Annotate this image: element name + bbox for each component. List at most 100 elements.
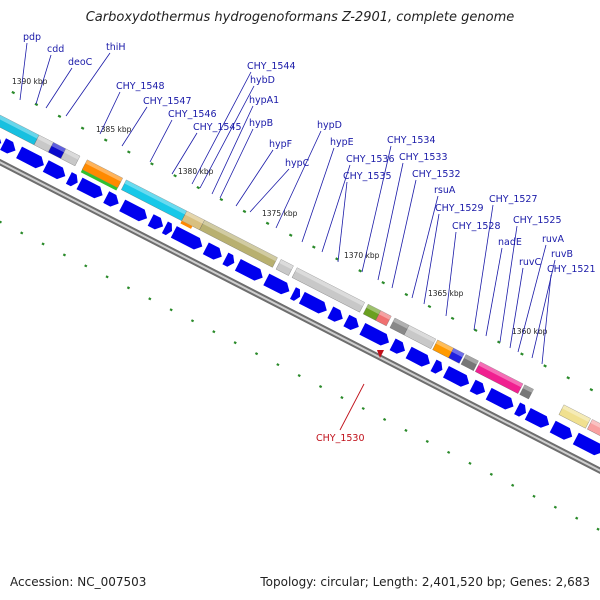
tick-mark — [473, 328, 478, 332]
gene-block-highlight — [366, 304, 381, 315]
tick-mark — [34, 102, 39, 107]
gene-block-highlight — [590, 419, 600, 428]
gene-label: CHY_1548 — [116, 81, 165, 92]
gene-label: CHY_1528 — [452, 221, 501, 232]
tick-mark — [566, 376, 571, 380]
tick-mark — [596, 527, 600, 531]
gene-block-highlight — [37, 135, 54, 146]
tick-mark — [276, 363, 280, 367]
label-leader — [509, 267, 524, 349]
gene-arrow — [16, 146, 44, 169]
tick-mark — [150, 162, 154, 166]
gene-label: ruvB — [551, 249, 573, 260]
gene-block-highlight — [393, 318, 410, 329]
gene-arrow — [549, 420, 573, 440]
tick-mark — [20, 231, 24, 235]
tick-mark — [381, 281, 386, 285]
gene-label: CHY_1529 — [435, 203, 484, 214]
gene-arrow — [389, 338, 405, 354]
tick-mark — [553, 505, 557, 509]
tick-mark — [382, 417, 387, 422]
label-leader — [249, 168, 290, 213]
gene-label: ruvC — [519, 257, 542, 268]
gene-arrow — [327, 306, 343, 322]
label-leader — [19, 42, 28, 101]
tick-mark — [265, 221, 270, 225]
gene-label: hypD — [317, 120, 342, 131]
gene-arrow — [524, 408, 550, 428]
tick-mark — [254, 352, 259, 356]
gene-arrow — [343, 314, 359, 330]
label-leader — [337, 181, 348, 263]
gene-block — [448, 347, 465, 364]
tick-mark — [450, 316, 455, 321]
gene-arrow — [147, 214, 164, 230]
gene-block — [403, 325, 437, 350]
gene-label: CHY_1525 — [513, 215, 562, 226]
gene-arrow — [430, 359, 443, 374]
tick-mark — [335, 257, 339, 261]
gene-arrow — [222, 252, 235, 267]
gene-label: thiH — [106, 42, 126, 53]
label-leader — [499, 225, 518, 343]
scale-label: 1360 kbp — [512, 327, 548, 336]
label-leader — [235, 149, 274, 207]
gene-arrow — [119, 199, 148, 222]
gene-arrow — [359, 323, 389, 346]
label-leader — [423, 213, 440, 305]
gene-label: CHY_1521 — [547, 264, 596, 275]
tick-mark — [173, 174, 177, 178]
gene-block — [60, 148, 81, 167]
gene-block — [558, 404, 591, 429]
scale-label: 1390 kbp — [12, 77, 48, 86]
tick-mark — [103, 138, 108, 142]
tick-mark — [11, 90, 16, 95]
tick-mark — [105, 275, 109, 279]
highlight-marker — [377, 350, 384, 358]
tick-mark — [233, 341, 237, 345]
gene-arrow — [76, 177, 103, 199]
gene-label: hypE — [330, 137, 354, 148]
gene-label: CHY_1544 — [247, 61, 296, 72]
gene-arrow — [405, 346, 430, 367]
label-leader — [149, 119, 173, 163]
gene-label: deoC — [68, 57, 93, 68]
label-leader — [411, 195, 439, 299]
gene-arrow — [103, 191, 119, 207]
map-title: Carboxydothermus hydrogenoformans Z-2901… — [85, 10, 515, 25]
gene-label: hypA1 — [249, 95, 279, 106]
tick-mark — [41, 242, 45, 246]
tick-mark — [84, 264, 88, 268]
label-leader — [65, 52, 111, 117]
tick-mark — [169, 308, 173, 312]
gene-arrow — [0, 138, 2, 144]
label-leader — [321, 164, 351, 253]
gene-arrow — [485, 387, 514, 410]
gene-arrow — [234, 259, 263, 281]
label-leader — [35, 54, 52, 105]
highlight-leader — [339, 383, 365, 431]
gene-arrow — [514, 402, 526, 417]
label-leader — [99, 91, 121, 135]
label-leader — [191, 71, 252, 185]
tick-mark — [543, 364, 547, 368]
gene-arrow — [290, 287, 301, 301]
gene-label: CHY_1534 — [387, 135, 436, 146]
gene-block-highlight — [378, 310, 392, 320]
label-leader — [199, 85, 255, 189]
gene-block-highlight — [85, 159, 123, 182]
tick-mark — [311, 245, 316, 249]
tick-mark — [242, 209, 247, 214]
label-leader — [391, 179, 417, 289]
gene-block-highlight — [184, 211, 205, 224]
accession-text: Accession: NC_007503 — [10, 575, 147, 589]
gene-label: cdd — [47, 44, 64, 55]
gene-block-highlight — [478, 361, 523, 388]
label-leader — [361, 145, 392, 273]
tick-mark — [62, 253, 67, 257]
label-leader — [171, 132, 198, 175]
gene-block-highlight — [522, 384, 534, 393]
label-leader — [45, 67, 73, 109]
tick-mark — [358, 269, 362, 273]
